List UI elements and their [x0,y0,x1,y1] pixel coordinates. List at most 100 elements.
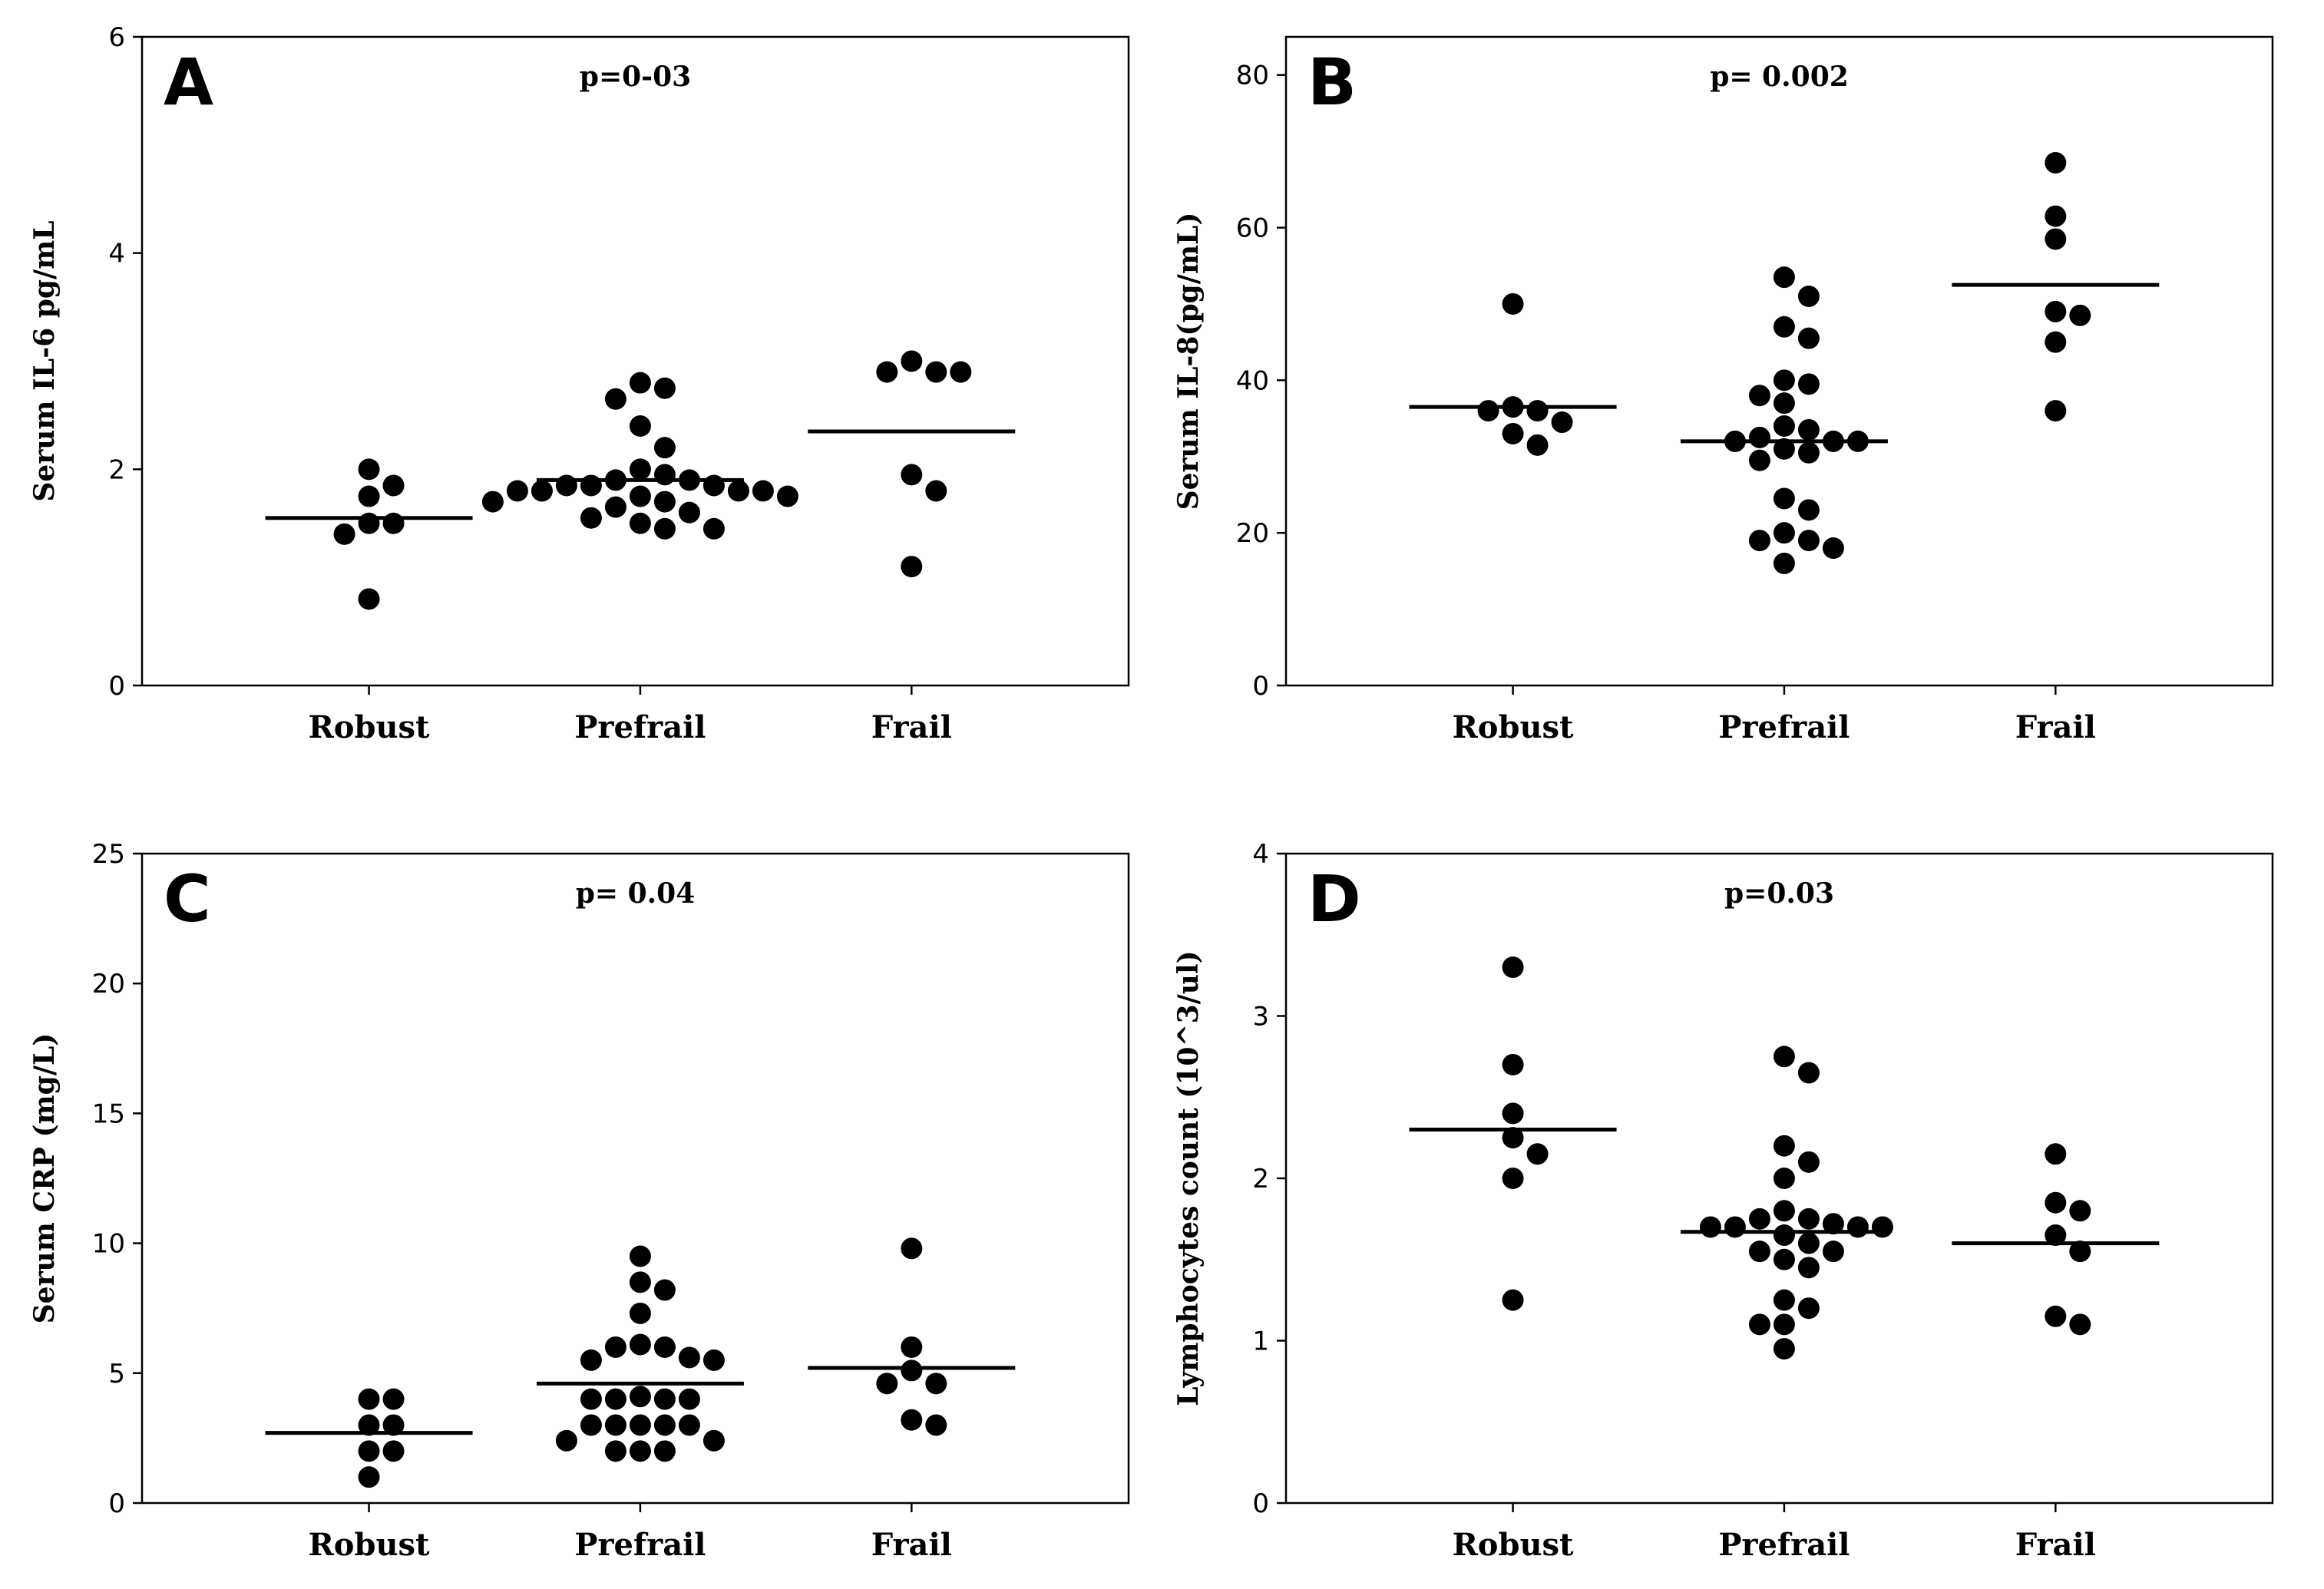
data-point-prefrail [1748,449,1770,471]
data-point-prefrail [580,507,602,529]
data-point-prefrail [678,501,700,524]
data-point-prefrail [1773,1313,1795,1336]
data-point-prefrail [629,1302,651,1324]
data-point-prefrail [1773,552,1795,574]
data-point-prefrail [1797,441,1820,464]
data-point-prefrail [1773,522,1795,544]
data-point-prefrail [629,485,651,507]
panel-letter: D [1307,861,1361,937]
data-point-prefrail [702,1429,725,1452]
data-point-robust [382,1414,405,1436]
data-point-robust [1502,1289,1524,1311]
data-point-prefrail [702,474,725,497]
data-point-prefrail [678,1346,700,1369]
p-value-annotation: p= 0.04 [576,877,696,910]
y-tick-label: 4 [108,239,125,269]
data-point-prefrail [1822,1213,1844,1235]
data-point-prefrail [1773,1248,1795,1270]
data-point-prefrail [1797,499,1820,521]
y-tick-label: 1 [1252,1326,1269,1357]
data-point-prefrail [629,1440,651,1462]
data-point-prefrail [702,517,725,540]
data-point-frail [2045,300,2067,322]
data-point-robust [358,1466,380,1488]
data-point-prefrail [1797,286,1820,307]
data-point-prefrail [1724,1216,1746,1238]
data-point-prefrail [776,485,798,507]
data-point-prefrail [1797,418,1820,441]
data-point-prefrail [1797,1151,1820,1173]
data-point-frail [901,1237,923,1260]
data-point-prefrail [1748,385,1770,407]
y-tick-label: 4 [1252,839,1269,870]
data-point-prefrail [1797,530,1820,552]
plot-frame [140,852,1130,1505]
panel-letter: B [1307,45,1357,120]
x-tick-label: Frail [871,1527,952,1563]
data-point-robust [358,512,380,534]
panel-d: 0 1 2 3 4 Robust Prefrail Frail Lymphocytes coun… [1172,839,2274,1563]
data-point-robust [1526,400,1549,422]
data-point-frail [2069,1200,2091,1222]
data-point-prefrail [604,1336,626,1358]
panel-b: 0 20 40 60 80 Robust Prefrail Frail Serum IL-8(p… [1172,35,2274,745]
data-point-frail [901,1409,923,1431]
data-point-frail [2045,1224,2067,1247]
data-point-robust [358,588,380,610]
data-point-prefrail [653,1414,676,1436]
data-point-prefrail [629,1414,651,1436]
data-point-prefrail [580,1388,602,1410]
data-point-robust [333,523,355,545]
data-point-robust [1502,956,1524,979]
panel-letter: C [164,861,211,937]
data-point-prefrail [1773,1338,1795,1360]
y-tick-label: 60 [1236,213,1269,244]
panel-c: 0 5 10 15 20 25 Robust Prefrail Frail Serum CRP (… [28,839,1130,1563]
y-tick-label: 80 [1236,61,1269,91]
data-point-prefrail [629,1386,651,1408]
data-point-prefrail [1846,1216,1869,1238]
y-tick-label: 25 [92,839,125,870]
data-point-prefrail [1822,537,1844,560]
data-point-frail [2045,1143,2067,1165]
data-point-prefrail [604,1440,626,1462]
data-point-prefrail [1773,415,1795,437]
data-point-frail [2069,1313,2091,1336]
data-point-robust [382,1440,405,1462]
data-point-prefrail [580,474,602,497]
data-point-prefrail [604,1414,626,1436]
data-point-prefrail [1748,530,1770,552]
data-point-robust [1526,434,1549,456]
data-point-prefrail [1797,1232,1820,1254]
data-point-prefrail [1699,1216,1721,1238]
data-point-prefrail [1748,1240,1770,1263]
y-tick-label: 20 [92,969,125,999]
data-point-prefrail [752,480,774,502]
data-point-prefrail [629,1271,651,1293]
data-point-frail [901,556,923,578]
data-point-prefrail [629,512,651,534]
data-point-prefrail [702,1349,725,1371]
data-point-prefrail [1748,1313,1770,1336]
x-tick-label: Prefrail [574,709,706,745]
data-point-prefrail [481,491,504,513]
x-tick-label: Prefrail [1718,709,1850,745]
data-point-prefrail [1773,392,1795,415]
data-point-robust [382,474,405,497]
data-point-prefrail [1773,1200,1795,1222]
data-point-robust [1502,1102,1524,1125]
data-point-robust [1477,400,1499,422]
y-axis-label: Serum IL-6 pg/mL [28,220,61,501]
data-point-prefrail [1773,438,1795,460]
data-point-prefrail [506,480,528,502]
y-tick-label: 2 [1252,1164,1269,1194]
data-point-prefrail [1871,1216,1893,1238]
data-point-prefrail [580,1349,602,1371]
x-tick-label: Frail [2015,709,2096,745]
data-point-prefrail [727,480,749,502]
x-tick-label: Frail [871,709,952,745]
data-point-frail [2069,1240,2091,1263]
data-point-prefrail [555,474,577,497]
panel-a: 0 2 4 6 Robust Prefrail Frail Serum IL-6 pg/mL A… [28,22,1130,745]
x-tick-label: Prefrail [1718,1527,1850,1563]
